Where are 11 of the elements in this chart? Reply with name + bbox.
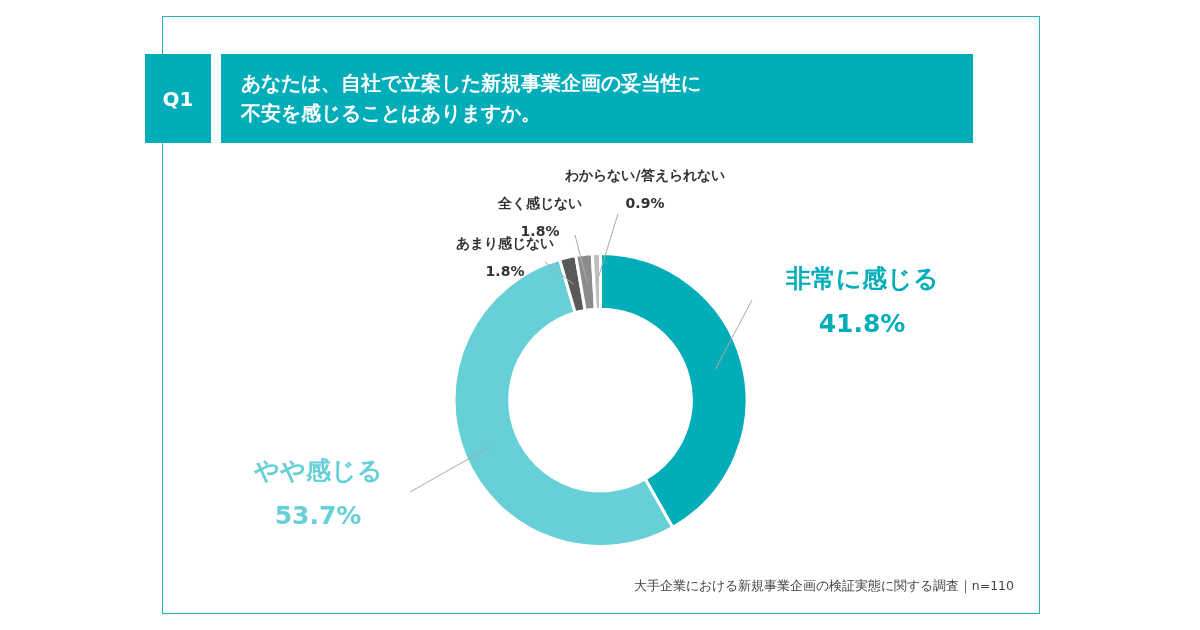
data-label: 53.7% — [274, 500, 362, 530]
slice-label: わからない/答えられない — [564, 166, 725, 183]
slice-label: 非常に感じる — [784, 263, 939, 293]
slice-label: 全く感じない — [497, 194, 582, 211]
data-label: 1.8% — [485, 262, 525, 279]
text: Q1 — [145, 54, 211, 143]
slice-label: やや感じる — [252, 455, 383, 485]
chart-title: あなたは、自社で立案した新規事業企画の妥当性に不安を感じることはありますか。 — [241, 70, 702, 127]
data-label: 0.9% — [625, 194, 665, 211]
text: 大手企業における新規事業企画の検証実態に関する調査｜n=110 — [633, 578, 1014, 595]
data-label: 41.8% — [818, 308, 906, 338]
